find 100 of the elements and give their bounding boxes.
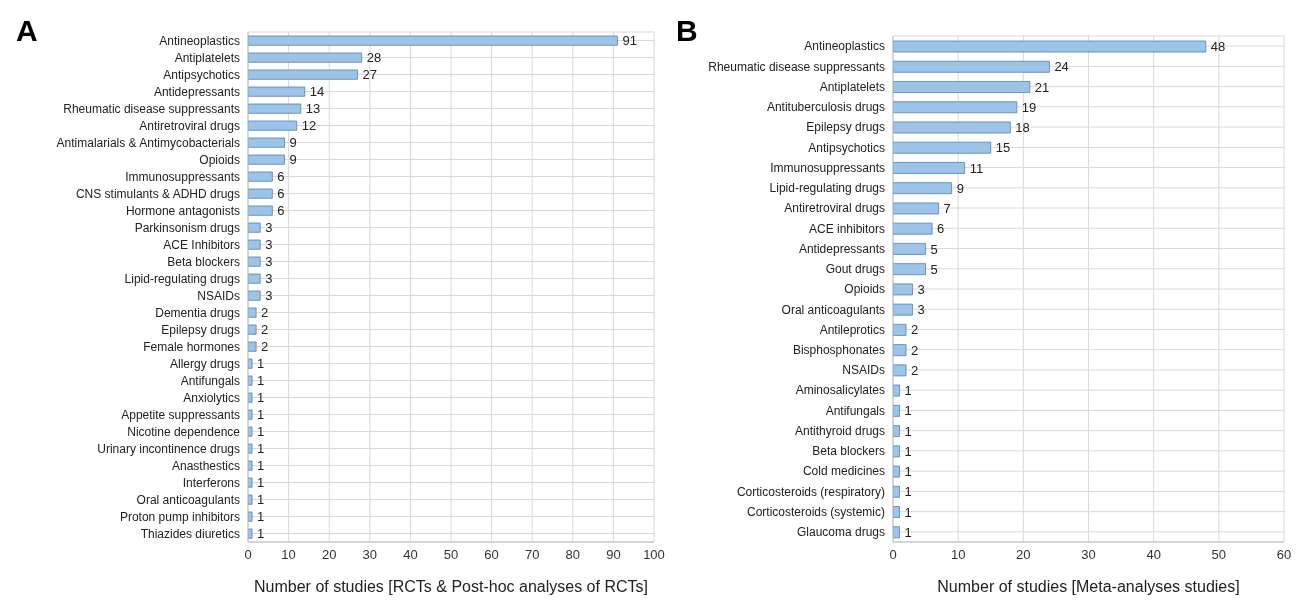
data-label: 1 — [904, 443, 912, 459]
data-label: 1 — [257, 475, 265, 491]
y-tick-label: Appetite suppressants — [121, 407, 240, 422]
bar — [248, 358, 253, 369]
bar — [248, 477, 253, 488]
y-tick-label: Oral anticoagulants — [136, 492, 240, 507]
bar — [248, 511, 253, 522]
data-label: 3 — [265, 288, 273, 304]
bar — [248, 171, 273, 182]
bar — [248, 307, 257, 318]
chart-title: A — [16, 14, 38, 48]
data-label: 9 — [289, 135, 297, 151]
data-label: 24 — [1054, 59, 1069, 75]
bar — [248, 52, 363, 63]
data-label: 27 — [362, 67, 378, 83]
data-label: 2 — [911, 362, 919, 378]
data-label: 3 — [265, 271, 273, 287]
chart-title: B — [676, 14, 698, 48]
bar — [893, 182, 953, 195]
y-tick-label: Antituberculosis drugs — [766, 100, 885, 115]
data-label: 2 — [261, 305, 269, 321]
y-tick-label: NSAIDs — [842, 363, 885, 378]
data-label: 2 — [911, 322, 919, 338]
data-label: 1 — [257, 356, 265, 372]
bar — [893, 303, 913, 316]
y-tick-label: Glaucoma drugs — [796, 525, 885, 540]
bar — [248, 494, 253, 505]
bar — [248, 460, 253, 471]
data-label: 3 — [917, 302, 925, 318]
bar — [893, 222, 933, 235]
y-tick-label: Rheumatic disease suppressants — [708, 59, 885, 74]
y-tick-label: Lipid-regulating drugs — [124, 271, 240, 286]
bar — [248, 120, 298, 131]
bar — [893, 323, 907, 336]
data-label: 1 — [904, 504, 912, 520]
data-label: 6 — [277, 169, 285, 185]
data-label: 48 — [1210, 39, 1226, 55]
x-tick-label: 30 — [1081, 547, 1096, 563]
y-tick-label: Interferons — [182, 475, 240, 490]
y-tick-label: Anxiolytics — [183, 390, 240, 405]
bar — [893, 263, 926, 276]
y-tick-label: Oral anticoagulants — [781, 302, 885, 317]
data-label: 11 — [969, 160, 984, 176]
data-label: 19 — [1021, 99, 1037, 115]
x-tick-label: 50 — [443, 547, 459, 563]
data-label: 1 — [257, 424, 265, 440]
y-tick-label: Allergy drugs — [169, 356, 240, 371]
y-tick-label: Anasthestics — [171, 458, 240, 473]
bar — [893, 141, 992, 154]
y-tick-label: Beta blockers — [167, 254, 240, 269]
data-label: 13 — [305, 101, 321, 117]
data-label: 1 — [257, 373, 265, 389]
x-tick-label: 70 — [524, 547, 540, 563]
data-label: 7 — [943, 201, 951, 217]
bar — [248, 188, 273, 199]
data-label: 1 — [904, 423, 912, 439]
data-label: 91 — [622, 33, 637, 49]
y-tick-label: Antineoplastics — [159, 33, 240, 48]
x-axis-title: Number of studies [Meta-analyses studies] — [937, 578, 1240, 595]
y-tick-label: Antileprotics — [819, 322, 885, 337]
bar — [248, 86, 306, 97]
data-label: 3 — [265, 220, 273, 236]
data-label: 1 — [257, 458, 265, 474]
bar — [248, 528, 253, 539]
bar — [248, 375, 253, 386]
data-label: 18 — [1015, 120, 1030, 136]
bar — [893, 202, 940, 215]
y-tick-label: Antipsychotics — [808, 140, 885, 155]
y-tick-label: Immunosuppressants — [770, 160, 885, 175]
y-tick-label: Bisphosphonates — [792, 342, 885, 357]
data-label: 6 — [277, 203, 285, 219]
y-tick-label: Female hormones — [143, 339, 240, 354]
x-tick-label: 0 — [244, 547, 252, 563]
data-label: 6 — [277, 186, 285, 202]
bar — [248, 239, 261, 250]
data-label: 1 — [904, 484, 912, 500]
data-label: 3 — [917, 282, 925, 298]
x-tick-label: 80 — [565, 547, 581, 563]
x-tick-label: 0 — [889, 547, 897, 563]
data-label: 1 — [904, 383, 912, 399]
bar — [248, 273, 261, 284]
y-tick-label: Corticosteroids (systemic) — [746, 504, 885, 519]
bar — [248, 426, 253, 437]
y-tick-label: Aminosalicylates — [795, 383, 885, 398]
bar — [248, 341, 257, 352]
y-tick-label: Antiplatelets — [819, 79, 885, 94]
y-tick-label: Opioids — [199, 152, 240, 167]
bar — [893, 364, 907, 377]
y-tick-label: Epilepsy drugs — [806, 120, 885, 135]
x-tick-label: 20 — [321, 547, 337, 563]
y-tick-label: Antimalarials & Antimycobacterials — [56, 135, 240, 150]
y-tick-label: Nicotine dependence — [127, 424, 241, 439]
y-tick-label: CNS stimulants & ADHD drugs — [75, 186, 240, 201]
bar — [893, 344, 907, 357]
x-tick-label: 10 — [950, 547, 966, 563]
data-label: 15 — [995, 140, 1011, 156]
data-label: 5 — [930, 241, 938, 257]
y-tick-label: Antifungals — [825, 403, 885, 418]
data-label: 12 — [301, 118, 317, 134]
x-tick-label: 20 — [1016, 547, 1031, 563]
